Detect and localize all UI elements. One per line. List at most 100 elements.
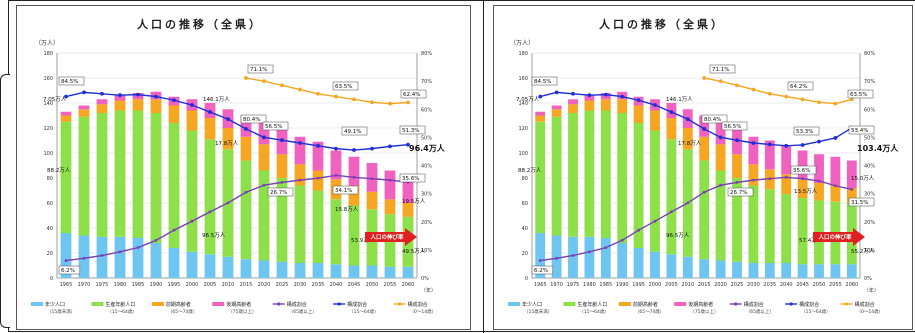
y-tick-label: 100 xyxy=(518,151,528,157)
legend-swatch xyxy=(508,302,520,306)
legend-sublabel: （75歳以上） xyxy=(228,308,256,315)
y2-tick-label: 70% xyxy=(864,79,875,85)
annotation-label: 56.5% xyxy=(265,124,282,130)
annotation-box xyxy=(787,81,814,91)
y-tick-label: 0 xyxy=(525,276,528,282)
x-tick-label: 2045 xyxy=(348,282,361,288)
x-axis-unit: （年） xyxy=(864,287,879,294)
bar-segment-2 xyxy=(240,136,252,161)
bar-segment-1 xyxy=(699,160,710,260)
y-tick-label: 40 xyxy=(47,226,53,232)
bar-segment-0 xyxy=(650,251,660,278)
bar-segment-0 xyxy=(633,248,644,278)
frame-divider xyxy=(483,0,484,333)
bar-segment-2 xyxy=(96,104,108,113)
legend-sublabel: （65〜74歳） xyxy=(635,308,664,315)
bar-segment-1 xyxy=(204,139,216,255)
line-point-0 xyxy=(784,175,788,179)
bar-segment-0 xyxy=(258,260,270,278)
annotation-label: 80.4% xyxy=(704,117,721,123)
legend-swatch xyxy=(212,302,225,306)
bar-segment-2 xyxy=(132,99,144,111)
legend-sublabel: （0〜14歳） xyxy=(857,308,884,315)
bar-segment-1 xyxy=(584,110,595,237)
annotation-label: 71.1% xyxy=(712,67,729,73)
bar-segment-2 xyxy=(748,164,759,186)
y-tick-label: 180 xyxy=(518,51,528,57)
bar-segment-1 xyxy=(617,113,628,243)
bar-segment-3 xyxy=(699,115,710,137)
annotation-box xyxy=(399,173,426,183)
x-axis-unit: （年） xyxy=(421,287,436,294)
y-tick-label: 160 xyxy=(518,76,528,82)
line-point-0 xyxy=(555,256,558,260)
bar-segment-3 xyxy=(797,150,808,180)
bar-segment-0 xyxy=(682,256,693,278)
y-tick-label: 80 xyxy=(47,176,53,182)
y2-tick-label: 0% xyxy=(421,276,429,282)
x-tick-label: 1990 xyxy=(616,282,629,288)
legend-sublabel: （0〜14歳） xyxy=(410,308,437,315)
line-point-0 xyxy=(604,246,608,250)
line-point-2 xyxy=(833,101,838,106)
bar-segment-0 xyxy=(96,236,108,278)
x-tick-label: 2015 xyxy=(698,282,711,288)
y2-tick-label: 60% xyxy=(864,107,875,113)
bar-segment-0 xyxy=(830,264,841,278)
x-tick-label: 2055 xyxy=(829,282,842,288)
bar-segment-2 xyxy=(78,109,90,117)
bar-segment-0 xyxy=(666,254,677,278)
bar-segment-2 xyxy=(222,128,234,150)
bar-segment-1 xyxy=(168,123,180,248)
outer-frame-notch xyxy=(0,74,10,328)
annotation-label: 88.2万人 xyxy=(518,167,542,174)
x-tick-label: 1985 xyxy=(132,282,145,288)
bar-segment-2 xyxy=(294,164,306,186)
x-tick-label: 2025 xyxy=(276,282,289,288)
line-point-1 xyxy=(800,143,805,147)
annotation-label: 49.5万人 xyxy=(402,248,426,255)
line-series-0 xyxy=(65,174,409,262)
line-point-2 xyxy=(849,97,854,102)
bar-segment-3 xyxy=(240,115,252,137)
x-tick-label: 1980 xyxy=(114,282,127,288)
annotation-box xyxy=(58,76,85,86)
callout-arrow xyxy=(813,228,865,246)
x-tick-label: 2015 xyxy=(240,282,253,288)
x-tick-label: 1975 xyxy=(567,282,580,288)
line-point-0 xyxy=(118,250,122,254)
line-point-0 xyxy=(620,238,624,242)
annotation-label: 26.7% xyxy=(270,190,287,196)
y2-tick-label: 80% xyxy=(864,51,875,57)
bar-segment-0 xyxy=(276,261,288,278)
x-tick-label: 2000 xyxy=(649,282,662,288)
y2-tick-label: 0% xyxy=(864,276,872,282)
bar-segment-1 xyxy=(78,116,90,236)
annotation-box xyxy=(847,89,874,99)
annotation-label: 7.05万人 xyxy=(516,96,540,103)
bar-segment-3 xyxy=(96,99,108,105)
y-tick-label: 0 xyxy=(50,276,53,282)
line-point-1 xyxy=(82,90,86,95)
annotation-label: 55.2万人 xyxy=(851,248,875,255)
legend-label: 後期高齢者 xyxy=(688,301,713,308)
line-point-0 xyxy=(280,180,284,184)
bar-segment-2 xyxy=(814,183,824,201)
line-series-0 xyxy=(540,176,852,262)
annotation-box xyxy=(721,121,748,131)
bar-segment-3 xyxy=(384,170,396,200)
line-point-2 xyxy=(280,83,284,88)
bar-segment-1 xyxy=(535,121,546,233)
line-point-1 xyxy=(817,139,821,144)
annotation-box xyxy=(793,126,820,136)
line-point-2 xyxy=(316,91,320,96)
legend-sublabel: （15〜64歳） xyxy=(801,308,830,315)
legend-swatch-marker xyxy=(337,302,341,306)
legend-sublabel: （65〜74歳） xyxy=(168,308,197,315)
bar-segment-1 xyxy=(600,110,611,238)
x-tick-label: 1985 xyxy=(599,282,612,288)
y-tick-label: 40 xyxy=(522,226,528,232)
line-point-0 xyxy=(637,228,640,232)
bar-segment-3 xyxy=(830,156,841,186)
bar-segment-0 xyxy=(402,266,414,278)
